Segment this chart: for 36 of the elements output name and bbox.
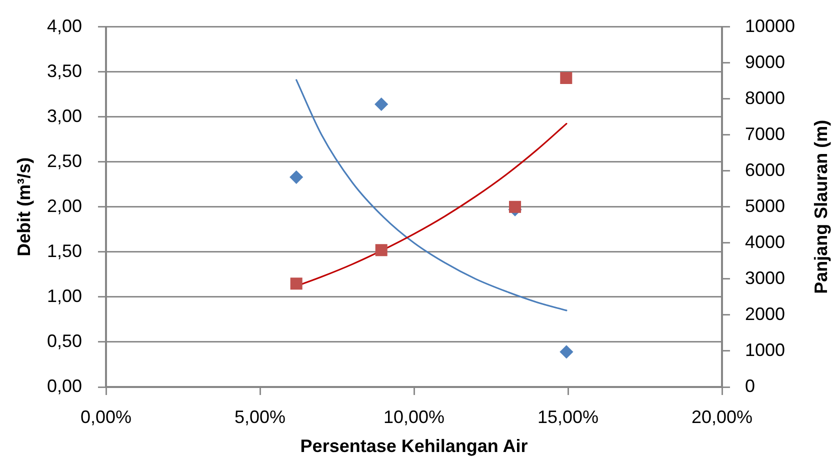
point — [375, 244, 388, 256]
y2-tick-label: 2000 — [745, 304, 786, 324]
point — [290, 170, 304, 184]
y-tick-label: 1,00 — [46, 286, 82, 306]
y2-tick-label: 6000 — [745, 160, 786, 180]
y-axis-title: Debit (m³/s) — [14, 157, 34, 256]
x-tick-label: 0,00% — [80, 406, 132, 427]
x-tick-label: 5,00% — [234, 406, 286, 427]
y2-tick-label: 1000 — [745, 340, 786, 360]
y-tick-label: 2,50 — [46, 150, 82, 171]
x-tick-label: 20,00% — [691, 406, 753, 427]
x-axis-title: Persentase Kehilangan Air — [300, 436, 528, 456]
y2-tick-label: 3000 — [745, 268, 786, 288]
x-tick-label: 10,00% — [383, 406, 445, 427]
y2-tick-label: 8000 — [745, 88, 786, 108]
point — [560, 72, 572, 84]
line-series — [296, 79, 568, 312]
point — [509, 200, 522, 213]
y2-tick-label: 7000 — [745, 124, 786, 144]
y-tick-label: 2,00 — [46, 196, 82, 216]
y2-tick-label: 5000 — [745, 196, 786, 216]
y-tick-label: 0,50 — [46, 330, 82, 351]
y-tick-label: 1,50 — [46, 240, 82, 261]
y-tick-label: 3,50 — [46, 60, 82, 81]
y2-tick-label: 9000 — [745, 52, 786, 72]
point — [560, 345, 574, 359]
y-tick-label: 4,00 — [46, 16, 82, 36]
y-tick-label: 3,00 — [46, 106, 82, 126]
y-tick-label: 0,00 — [46, 376, 82, 396]
point — [374, 97, 388, 112]
x-tick-label: 15,00% — [537, 406, 599, 427]
y2-tick-label: 4000 — [745, 232, 786, 252]
y2-axis-title: Panjang Slauran (m) — [810, 120, 831, 294]
y2-tick-label: 10000 — [745, 16, 796, 36]
point — [290, 278, 302, 290]
y2-tick-label: 0 — [745, 376, 756, 396]
